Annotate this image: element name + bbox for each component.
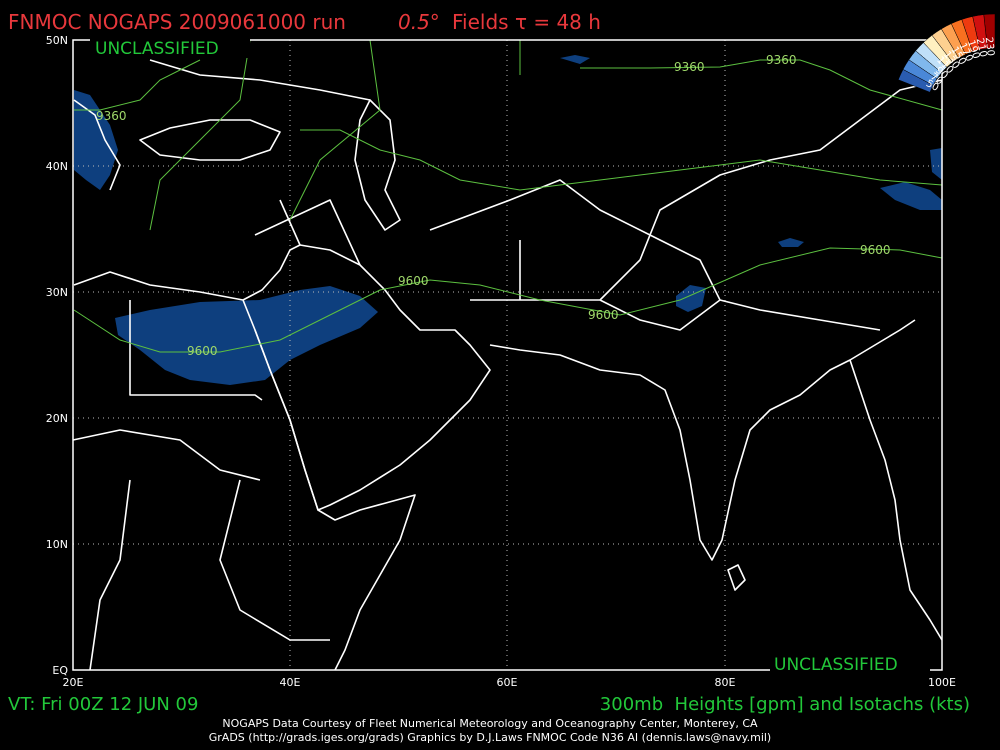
lat-label: 50N xyxy=(46,34,68,47)
caspian-sea xyxy=(354,99,401,231)
lat-label: EQ xyxy=(52,664,68,677)
labels: UNCLASSIFIED UNCLASSIFIED 50N 40N 30N 20… xyxy=(46,34,956,689)
label-backdrop xyxy=(90,38,250,58)
black-sea xyxy=(139,119,281,161)
lat-label: 30N xyxy=(46,286,68,299)
contour-label: 9600 xyxy=(588,308,619,322)
contours xyxy=(73,39,943,353)
footer: VT: Fri 00Z 12 JUN 09 300mb Heights [gpm… xyxy=(8,694,970,744)
contour-label: 9600 xyxy=(398,274,429,288)
legend-swatch xyxy=(897,69,934,93)
header: FNMOC NOGAPS 2009061000 run 0.5° Fields … xyxy=(8,10,601,34)
coastline xyxy=(489,319,916,561)
wind-area xyxy=(74,90,118,190)
wind-area xyxy=(930,148,942,180)
legend-label: 210 xyxy=(974,37,989,58)
contour-label: 9360 xyxy=(674,60,705,74)
legend-label: 50 xyxy=(924,78,940,94)
lon-label: 20E xyxy=(63,676,84,689)
valid-time: VT: Fri 00Z 12 JUN 09 xyxy=(8,694,198,715)
credit: NOGAPS Data Courtesy of Fleet Numerical … xyxy=(222,717,758,730)
title-end: Fields τ = 48 h xyxy=(452,10,601,34)
coastline xyxy=(727,564,746,591)
title-start: FNMOC NOGAPS 2009061000 run xyxy=(8,10,346,34)
wind-area xyxy=(880,182,942,210)
coastlines xyxy=(72,59,943,671)
contour-label: 9600 xyxy=(187,344,218,358)
isotach-shading xyxy=(74,55,942,385)
border xyxy=(72,300,330,671)
classification: UNCLASSIFIED xyxy=(774,655,898,675)
label-backdrop xyxy=(770,652,930,672)
border xyxy=(254,79,943,331)
contour-label: 9600 xyxy=(860,243,891,257)
lon-label: 40E xyxy=(280,676,301,689)
wind-area xyxy=(115,286,378,385)
classification: UNCLASSIFIED xyxy=(95,39,219,59)
contour-9360 xyxy=(74,40,943,191)
map-frame xyxy=(72,39,943,671)
credit: GrADS (http://grads.iges.org/grads) Grap… xyxy=(209,731,771,744)
lat-label: 40N xyxy=(46,160,68,173)
wind-area xyxy=(560,55,590,64)
wind-area xyxy=(778,238,804,247)
title-resolution: 0.5° xyxy=(398,10,440,34)
contour-label: 9360 xyxy=(766,53,797,67)
contour-9600 xyxy=(73,39,943,353)
lon-label: 80E xyxy=(715,676,736,689)
field-description: 300mb Heights [gpm] and Isotachs (kts) xyxy=(600,694,970,715)
lat-label: 20N xyxy=(46,412,68,425)
lon-label: 100E xyxy=(928,676,956,689)
grid xyxy=(73,40,942,670)
coastline xyxy=(849,359,943,641)
lat-label: 10N xyxy=(46,538,68,551)
lon-label: 60E xyxy=(497,676,518,689)
coastline xyxy=(242,244,491,511)
legend-label: 230 xyxy=(983,37,996,57)
contour-label: 9360 xyxy=(96,109,127,123)
